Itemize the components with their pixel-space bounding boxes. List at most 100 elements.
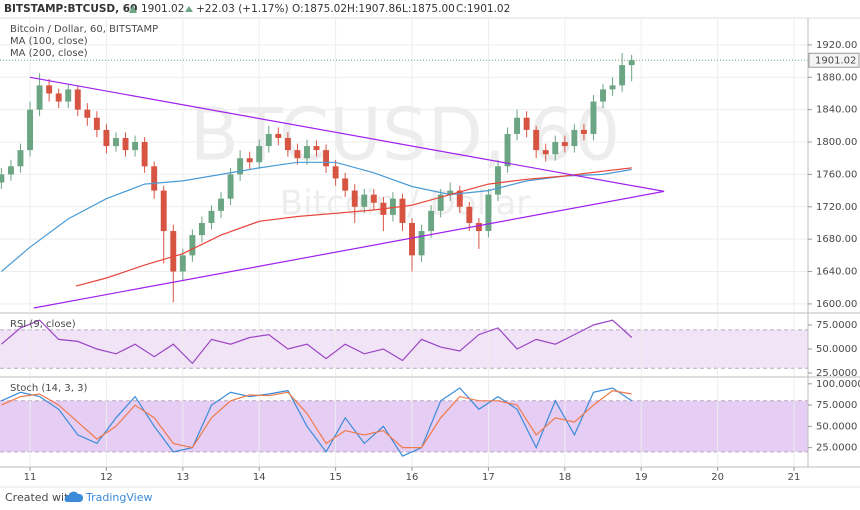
candle-body: [160, 190, 167, 232]
candle-body: [456, 190, 463, 207]
candle-body: [132, 142, 139, 151]
y-tick-label: 50.0000: [816, 421, 857, 432]
candle-body: [437, 194, 444, 211]
footer-brand[interactable]: TradingView: [85, 491, 152, 504]
candle-body: [313, 146, 320, 151]
x-tick-label: 18: [558, 472, 571, 483]
candle-body: [141, 142, 148, 167]
candle-body: [304, 146, 310, 159]
candle-body: [428, 210, 435, 232]
y-tick-label: 75.0000: [816, 400, 857, 411]
panel-title: Bitcoin / Dollar, 60, BITSTAMP: [10, 24, 158, 35]
candle-body: [389, 198, 396, 215]
trendline: [29, 76, 665, 192]
change: +22.03 (+1.17%): [196, 3, 289, 15]
candle-body: [122, 137, 129, 151]
x-tick-label: 14: [253, 472, 266, 483]
panel-title: RSI (9, close): [10, 319, 76, 330]
trendline: [33, 190, 665, 309]
legend-entry: MA (100, close): [10, 36, 88, 47]
y-tick-label: 1720.00: [816, 202, 857, 213]
band-fill: [0, 329, 808, 369]
candle-body: [246, 158, 253, 163]
y-tick-label: 1800.00: [816, 137, 857, 148]
up-arrow: [129, 5, 137, 13]
candle-body: [475, 222, 482, 232]
x-tick-label: 17: [482, 472, 495, 483]
candle-body: [514, 117, 521, 134]
candle-body: [198, 222, 205, 236]
candle-body: [628, 60, 635, 66]
candle-body: [265, 133, 272, 147]
y-tick-label: 25.0000: [816, 368, 857, 379]
band-fill: [0, 400, 808, 452]
x-tick-label: 20: [711, 472, 724, 483]
x-tick-label: 11: [24, 472, 37, 483]
candle-body: [533, 129, 540, 151]
y-tick-label: 1840.00: [816, 105, 857, 116]
footer-created: Created with: [5, 491, 75, 504]
ohlc-high: H:1907.86: [347, 3, 402, 15]
candle-body: [619, 65, 626, 86]
last-price: 1901.02: [141, 3, 184, 15]
candle-body: [218, 198, 224, 211]
candle-body: [17, 150, 24, 167]
x-tick-label: 21: [788, 472, 801, 483]
candle-body: [103, 129, 110, 147]
y-tick-label: 1760.00: [816, 169, 857, 180]
candle-body: [74, 89, 81, 110]
y-tick-label: 1640.00: [816, 267, 857, 278]
change-arrow: [185, 6, 193, 12]
y-tick-label: 1680.00: [816, 234, 857, 245]
candle-body: [151, 166, 158, 191]
candle-body: [332, 166, 339, 179]
indicator-line: [1, 389, 632, 449]
indicator-line: [1, 387, 633, 457]
ohlc-low: L:1875.00: [402, 3, 455, 15]
candle-body: [93, 117, 100, 130]
moving-average: [75, 167, 632, 287]
y-tick-label: 1920.00: [816, 40, 857, 51]
candle-body: [561, 142, 568, 147]
candle-body: [609, 85, 616, 90]
indicator-line: [1, 319, 633, 365]
last-price-label: 1901.02: [815, 55, 856, 66]
y-tick-label: 1880.00: [816, 72, 857, 83]
candle-body: [399, 198, 406, 223]
candle-body: [600, 89, 606, 102]
x-tick-label: 13: [176, 472, 189, 483]
candle-body: [418, 231, 425, 256]
panel-title: Stoch (14, 3, 3): [10, 383, 87, 394]
candle-body: [7, 166, 14, 175]
x-tick-label: 19: [635, 472, 648, 483]
candle-body: [323, 150, 330, 167]
candle-body: [0, 174, 5, 183]
candle-body: [485, 194, 492, 232]
last-price-box: [808, 52, 860, 68]
moving-average: [1, 161, 632, 272]
candle-body: [208, 210, 215, 223]
candle-body: [170, 231, 177, 272]
candle-body: [256, 146, 263, 163]
candle-body: [284, 137, 291, 151]
candle-body: [409, 222, 415, 256]
candle-body: [179, 255, 186, 272]
candle-body: [552, 142, 559, 155]
candle-body: [571, 129, 578, 147]
candle-body: [351, 190, 358, 207]
ohlc-close: C:1901.02: [456, 3, 510, 15]
candle-body: [466, 206, 473, 223]
watermark: BTCUSD, 60: [190, 93, 621, 177]
candle-body: [227, 174, 234, 199]
candle-body: [46, 85, 53, 94]
candle-body: [189, 235, 196, 256]
ohlc-open: O:1875.02: [292, 3, 347, 15]
candle-body: [447, 190, 454, 195]
candle-body: [342, 178, 349, 191]
candle-body: [495, 166, 501, 195]
candle-body: [523, 117, 530, 130]
candle-body: [237, 158, 244, 175]
candle-body: [65, 89, 72, 102]
